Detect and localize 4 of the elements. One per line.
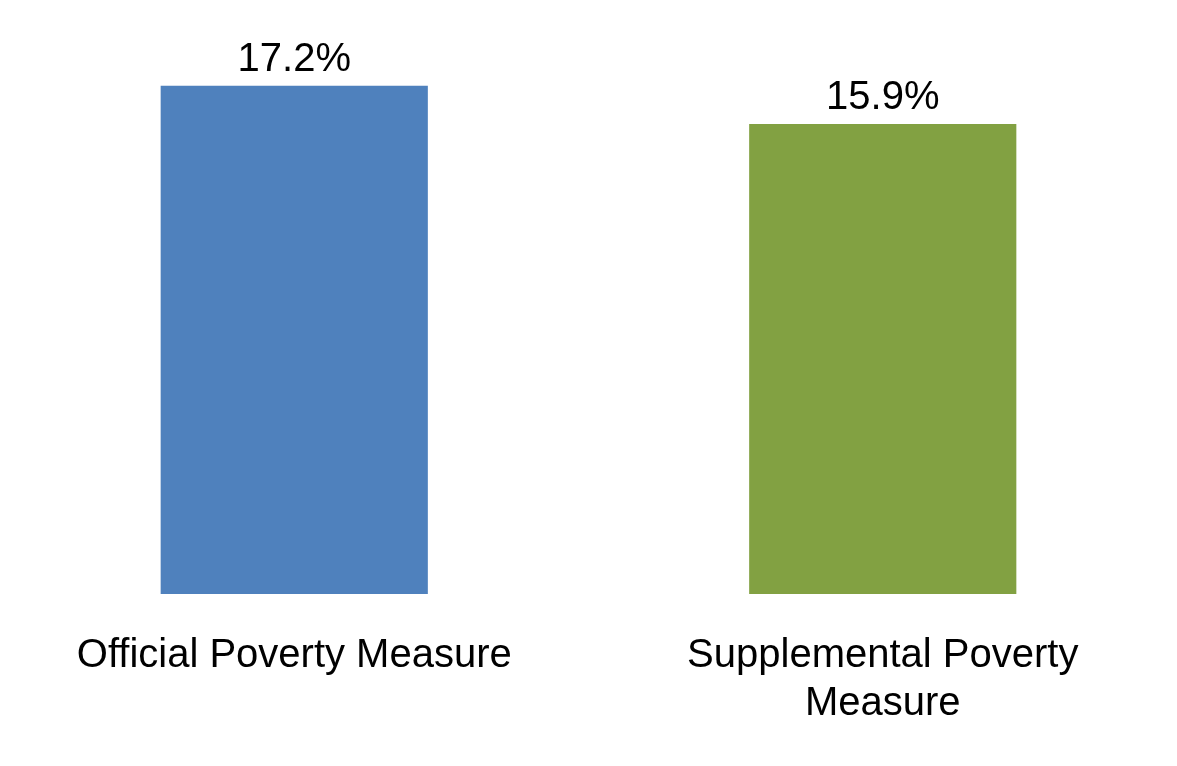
data-label: 15.9% [826,73,940,118]
x-tick-label: Supplemental Poverty Measure [687,631,1079,724]
data-label: 17.2% [237,34,351,79]
x-tick-label: Official Poverty Measure [76,631,512,676]
